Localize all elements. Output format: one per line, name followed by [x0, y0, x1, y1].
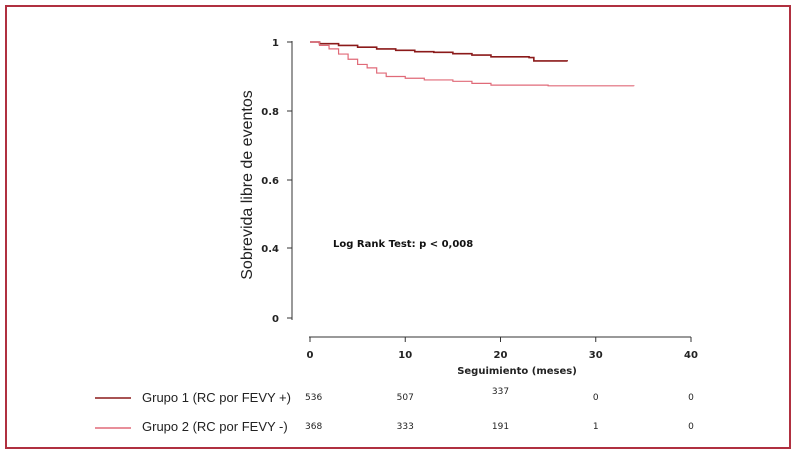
x-tick-label: 40	[684, 350, 698, 361]
y-ticks: 0 0.4 0.6 0.8 1	[261, 38, 292, 325]
at-risk-value-grupo-1: 337	[492, 387, 509, 397]
log-rank-annotation: Log Rank Test: p < 0,008	[333, 239, 473, 250]
at-risk-value-grupo-1: 0	[593, 393, 599, 403]
y-tick-label: 0	[272, 314, 279, 325]
y-tick-label: 0.6	[261, 176, 279, 187]
series-line-grupo-2	[310, 41, 635, 87]
at-risk-value-grupo-1: 0	[688, 393, 694, 403]
x-tick-label: 10	[398, 350, 412, 361]
y-tick-label: 0.4	[261, 244, 279, 255]
at-risk-value-grupo-2: 0	[688, 422, 694, 432]
at-risk-value-grupo-2: 368	[305, 422, 322, 432]
survival-curves	[310, 41, 635, 87]
at-risk-value-grupo-2: 1	[593, 422, 599, 432]
at-risk-value-grupo-2: 191	[492, 422, 509, 432]
at-risk-value-grupo-1: 536	[305, 393, 322, 403]
legend-label-grupo-2: Grupo 2 (RC por FEVY -)	[142, 419, 288, 434]
at-risk-value-grupo-2: 333	[397, 422, 414, 432]
y-tick-label: 0.8	[261, 107, 279, 118]
x-tick-label: 0	[307, 350, 314, 361]
y-tick-label: 1	[272, 38, 279, 49]
figure-frame	[5, 5, 791, 449]
x-ticks: 0 10 20 30 40	[307, 337, 698, 361]
x-axis-label: Seguimiento (meses)	[457, 366, 577, 377]
x-tick-label: 30	[589, 350, 603, 361]
x-tick-label: 20	[494, 350, 508, 361]
at-risk-value-grupo-1: 507	[397, 393, 414, 403]
numbers-at-risk-table: 536 507 337 0 0 368 333 191 1 0	[305, 387, 694, 432]
legend-label-grupo-1: Grupo 1 (RC por FEVY +)	[142, 390, 291, 405]
y-axis-label: Sobrevida libre de eventos	[239, 90, 256, 279]
series-line-grupo-1	[310, 41, 568, 62]
